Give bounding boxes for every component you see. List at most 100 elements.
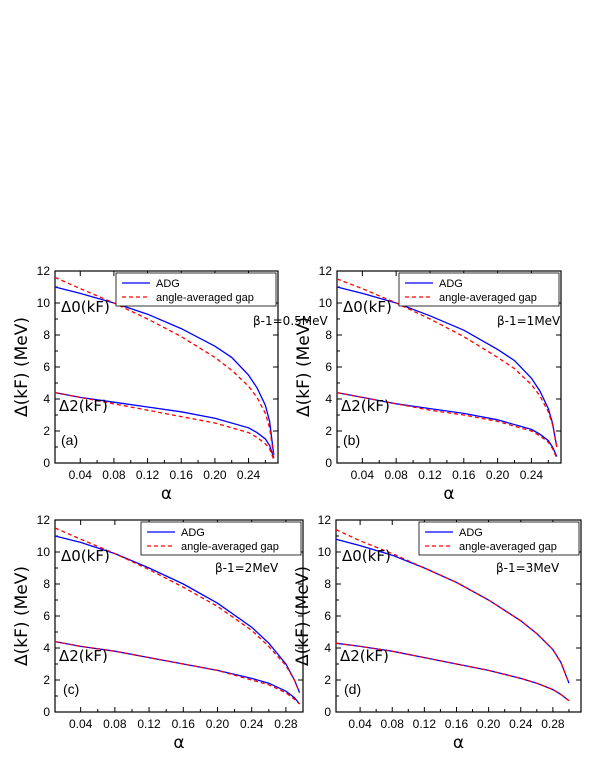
- legend-entry: angle-averaged gap: [181, 541, 279, 553]
- y-tick-label: 8: [43, 577, 50, 591]
- panel-label: (a): [61, 432, 78, 448]
- x-tick-label: 0.08: [384, 468, 408, 482]
- y-tick-label: 0: [324, 705, 331, 719]
- x-tick-label: 0.20: [486, 468, 510, 482]
- legend-entry: ADG: [439, 278, 463, 290]
- x-axis-title: α: [443, 484, 454, 504]
- series-line-adg-0: [54, 286, 275, 456]
- y-tick-label: 12: [37, 264, 51, 278]
- x-tick-label: 0.16: [172, 717, 196, 731]
- y-tick-label: 10: [37, 545, 51, 559]
- legend-entry: ADG: [181, 527, 205, 539]
- y-tick-label: 2: [43, 424, 50, 438]
- x-tick-label: 0.20: [206, 717, 230, 731]
- series-line-angle-averaged-0: [54, 527, 301, 694]
- curve-label-delta2: Δ2(kF): [341, 397, 390, 415]
- beta-annotation: β-1=2MeV: [215, 561, 279, 575]
- x-tick-label: 0.16: [452, 468, 476, 482]
- y-tick-label: 4: [43, 641, 50, 655]
- legend-entry: angle-averaged gap: [459, 541, 557, 553]
- x-tick-label: 0.28: [274, 717, 298, 731]
- series-line-angle-averaged-1: [54, 391, 275, 461]
- y-tick-label: 8: [43, 328, 50, 342]
- x-tick-label: 0.04: [351, 468, 375, 482]
- y-axis-title: Δ(kF) (MeV): [293, 566, 313, 666]
- y-tick-label: 10: [319, 296, 333, 310]
- legend-entry: ADG: [156, 278, 180, 290]
- x-tick-label: 0.24: [520, 468, 544, 482]
- legend-box: [115, 272, 277, 307]
- x-tick-label: 0.16: [445, 717, 469, 731]
- x-axis-title: α: [161, 484, 172, 504]
- y-axis-title: Δ(kF) (MeV): [294, 317, 314, 417]
- curve-label-delta0: Δ0(kF): [61, 547, 110, 565]
- panel-a: 0 2 4 6 8 10 12 0.04 0.08 0.12 0.16 0.20 0.24 α Δ(kF) …: [12, 264, 328, 504]
- y-tick-label: 4: [325, 392, 332, 406]
- x-tick-label: 0.20: [477, 717, 501, 731]
- y-tick-label: 2: [324, 673, 331, 687]
- x-tick-label: 0.08: [103, 717, 127, 731]
- legend-box: [140, 521, 302, 556]
- y-tick-label: 10: [37, 296, 51, 310]
- legend-entry: angle-averaged gap: [439, 292, 537, 304]
- y-tick-label: 12: [318, 513, 332, 527]
- x-tick-label: 0.08: [381, 717, 405, 731]
- y-tick-label: 12: [37, 513, 51, 527]
- y-tick-label: 4: [43, 392, 50, 406]
- x-tick-label: 0.12: [413, 717, 437, 731]
- x-tick-label: 0.04: [348, 717, 372, 731]
- curve-label-delta2: Δ2(kF): [59, 397, 108, 415]
- y-axis-title: Δ(kF) (MeV): [12, 317, 32, 417]
- beta-annotation: β-1=0.5MeV: [253, 314, 328, 328]
- y-tick-label: 0: [325, 456, 332, 470]
- curve-label-delta2: Δ2(kF): [59, 647, 108, 665]
- x-tick-label: 0.08: [102, 468, 126, 482]
- legend-box: [398, 272, 560, 307]
- y-tick-label: 0: [43, 705, 50, 719]
- curve-label-delta0: Δ0(kF): [343, 298, 392, 316]
- series-line-adg-0: [336, 286, 558, 448]
- y-tick-label: 12: [319, 264, 333, 278]
- beta-annotation: β-1=1MeV: [497, 314, 561, 328]
- y-tick-label: 2: [325, 424, 332, 438]
- x-tick-label: 0.12: [137, 717, 161, 731]
- x-tick-label: 0.24: [509, 717, 533, 731]
- x-tick-label: 0.04: [69, 468, 93, 482]
- x-tick-label: 0.16: [170, 468, 194, 482]
- x-tick-label: 0.12: [136, 468, 160, 482]
- y-tick-label: 4: [324, 641, 331, 655]
- series-line-adg-1: [336, 391, 558, 457]
- legend-box: [418, 521, 580, 556]
- series-line-angle-averaged-0: [54, 276, 275, 457]
- y-tick-label: 6: [325, 360, 332, 374]
- x-tick-label: 0.04: [69, 717, 93, 731]
- panel-label: (b): [343, 432, 360, 448]
- y-tick-label: 6: [43, 360, 50, 374]
- panel-d: 0 2 4 6 8 10 12 0.04 0.08 0.12 0.16 0.20 0.24 0.28 α Δ(…: [293, 513, 582, 753]
- series-line-angle-averaged-1: [336, 391, 558, 459]
- y-tick-label: 10: [318, 545, 332, 559]
- x-axis-title: α: [173, 733, 184, 753]
- series-line-angle-averaged-0: [336, 278, 558, 448]
- y-tick-label: 6: [324, 609, 331, 623]
- curve-label-delta2: Δ2(kF): [340, 647, 389, 665]
- series-line-angle-averaged-0: [335, 529, 570, 684]
- panel-label: (c): [63, 681, 79, 697]
- series-line-adg-1: [54, 391, 275, 459]
- beta-annotation: β-1=3MeV: [496, 561, 560, 575]
- y-tick-label: 2: [43, 673, 50, 687]
- y-tick-label: 6: [43, 609, 50, 623]
- y-tick-label: 8: [324, 577, 331, 591]
- y-tick-label: 0: [43, 456, 50, 470]
- x-tick-label: 0.24: [240, 717, 264, 731]
- panel-c: 0 2 4 6 8 10 12 0.04 0.08 0.12 0.16 0.20 0.24 0.28 α Δ(…: [12, 513, 304, 753]
- legend-entry: angle-averaged gap: [156, 292, 254, 304]
- x-tick-label: 0.20: [203, 468, 227, 482]
- panel-label: (d): [344, 681, 361, 697]
- x-tick-label: 0.12: [418, 468, 442, 482]
- y-tick-label: 8: [325, 328, 332, 342]
- legend-entry: ADG: [459, 527, 483, 539]
- panel-b: 0 2 4 6 8 10 12 0.04 0.08 0.12 0.16 0.20 0.24 α Δ(kF) …: [294, 264, 562, 504]
- series-line-angle-averaged-1: [54, 640, 301, 705]
- x-tick-label: 0.28: [541, 717, 565, 731]
